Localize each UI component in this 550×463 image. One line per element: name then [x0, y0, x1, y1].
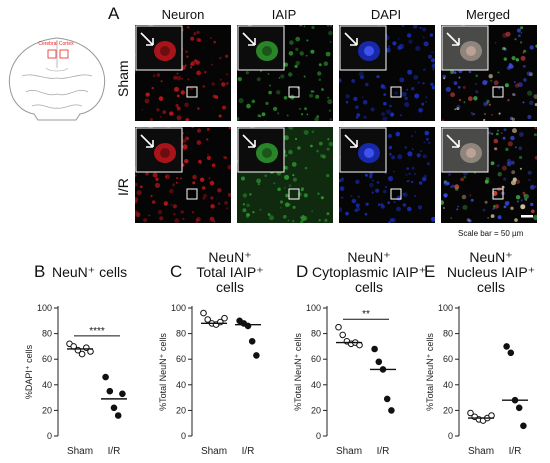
y-tick-label: 0: [181, 431, 186, 441]
data-point-ir: [507, 349, 515, 357]
chart-b: 0 20 40 60 80 100 %DAPI⁺ cells Sham I/R ****: [24, 303, 127, 457]
panel-b-letter: B: [34, 262, 46, 281]
brain-schematic: Cerebral Cortex: [8, 37, 106, 121]
data-point-sham: [335, 323, 342, 331]
micrograph-ir-iaip: [237, 127, 333, 223]
col-title-neuron: Neuron: [161, 7, 205, 22]
y-tick-label: 40: [176, 380, 186, 390]
y-tick-label: 60: [311, 354, 321, 364]
brain-region-label: Cerebral Cortex: [38, 41, 74, 47]
data-point-sham: [204, 316, 212, 323]
row-title-sham: Sham: [115, 60, 131, 97]
chart-d: 0 20 40 60 80 100 %Total NeuN⁺ cells Sham I/R **: [293, 303, 396, 457]
y-tick-label: 0: [316, 431, 321, 441]
data-point-ir: [383, 395, 391, 403]
col-title-dapi: DAPI: [370, 7, 402, 22]
panel-a-letter: A: [108, 4, 120, 23]
data-point-ir: [102, 373, 109, 381]
significance-stars: ****: [89, 326, 105, 337]
y-tick-label: 60: [42, 354, 52, 364]
y-tick-label: 100: [171, 303, 186, 313]
y-axis-label: %Total NeuN⁺ cells: [293, 333, 303, 411]
y-tick-label: 20: [443, 405, 453, 415]
col-title-iaip: IAIP: [271, 7, 297, 22]
roi-box-right: [59, 49, 69, 59]
y-tick-label: 40: [42, 380, 52, 390]
micrograph-ir-dapi: [339, 127, 435, 223]
y-tick-label: 20: [311, 405, 321, 415]
micrograph-sham-neuron: [135, 25, 231, 121]
data-point-ir: [119, 390, 126, 398]
y-axis-label: %DAPI⁺ cells: [24, 344, 34, 399]
micrograph-sham-iaip: [237, 25, 333, 121]
scale-bar: [521, 215, 533, 218]
x-tick-label-ir: I/R: [108, 446, 121, 457]
panel-b-title: NeuN⁺ cells: [52, 264, 128, 280]
data-point-ir: [388, 407, 395, 414]
chart-c: 0 20 40 60 80 100 %Total NeuN⁺ cells Sham I/R: [158, 303, 261, 457]
data-point-sham: [339, 331, 347, 339]
micrograph-sham-dapi: [339, 25, 435, 121]
y-tick-label: 0: [47, 431, 52, 441]
y-tick-label: 40: [443, 380, 453, 390]
panel-d-title: NeuN⁺ Cytoplasmic IAIP⁺ cells: [312, 249, 426, 295]
x-tick-label-ir: I/R: [377, 446, 390, 457]
col-title-merged: Merged: [465, 7, 511, 22]
data-point-sham: [78, 350, 86, 358]
data-point-ir: [114, 412, 122, 419]
y-tick-label: 20: [42, 405, 52, 415]
x-tick-label-sham: Sham: [468, 446, 494, 457]
micrograph-sham-merged: [441, 25, 537, 121]
y-tick-label: 100: [438, 303, 453, 313]
y-tick-label: 80: [42, 329, 52, 339]
data-point-ir: [106, 387, 114, 395]
y-axis-label: %Total NeuN⁺ cells: [158, 333, 168, 411]
x-tick-label-ir: I/R: [509, 446, 522, 457]
y-tick-label: 40: [311, 380, 321, 390]
data-point-ir: [520, 422, 527, 430]
x-tick-label-sham: Sham: [336, 446, 362, 457]
data-point-sham: [221, 314, 228, 322]
panel-d-letter: D: [296, 262, 309, 281]
y-axis-label: %Total NeuN⁺ cells: [425, 333, 435, 411]
y-tick-label: 100: [306, 303, 321, 313]
x-tick-label-sham: Sham: [67, 446, 93, 457]
y-tick-label: 80: [311, 329, 321, 339]
data-point-ir: [375, 358, 383, 366]
data-point-ir: [515, 404, 523, 412]
panel-e-title: NeuN⁺ Nucleus IAIP⁺ cells: [446, 249, 536, 295]
micrograph-grid: [135, 25, 541, 227]
y-tick-label: 60: [443, 354, 453, 364]
y-tick-label: 80: [443, 329, 453, 339]
scale-bar-label: Scale bar = 50 µm: [458, 229, 524, 238]
roi-box-left: [47, 49, 57, 59]
data-point-sham: [467, 409, 474, 417]
panel-c-title: NeuN⁺ Total IAIP⁺ cells: [196, 249, 264, 295]
panel-c-letter: C: [170, 262, 183, 281]
panel-e-letter: E: [424, 262, 436, 281]
significance-stars: **: [362, 309, 370, 320]
data-point-ir: [110, 404, 118, 412]
y-tick-label: 100: [37, 303, 52, 313]
x-tick-label-ir: I/R: [242, 446, 255, 457]
micrograph-ir-neuron: [135, 127, 231, 223]
y-tick-label: 60: [176, 354, 186, 364]
data-point-sham: [200, 309, 207, 317]
data-point-ir: [371, 345, 378, 353]
micrograph-ir-merged: [441, 127, 537, 223]
y-tick-label: 0: [448, 431, 453, 441]
data-point-ir: [503, 343, 510, 350]
chart-e: 0 20 40 60 80 100 %Total NeuN⁺ cells Sham I/R: [425, 303, 528, 457]
y-tick-label: 80: [176, 329, 186, 339]
y-tick-label: 20: [176, 405, 186, 415]
data-point-ir: [248, 338, 256, 345]
x-tick-label-sham: Sham: [201, 446, 227, 457]
row-title-ir: I/R: [115, 178, 131, 196]
data-point-ir: [253, 352, 260, 359]
